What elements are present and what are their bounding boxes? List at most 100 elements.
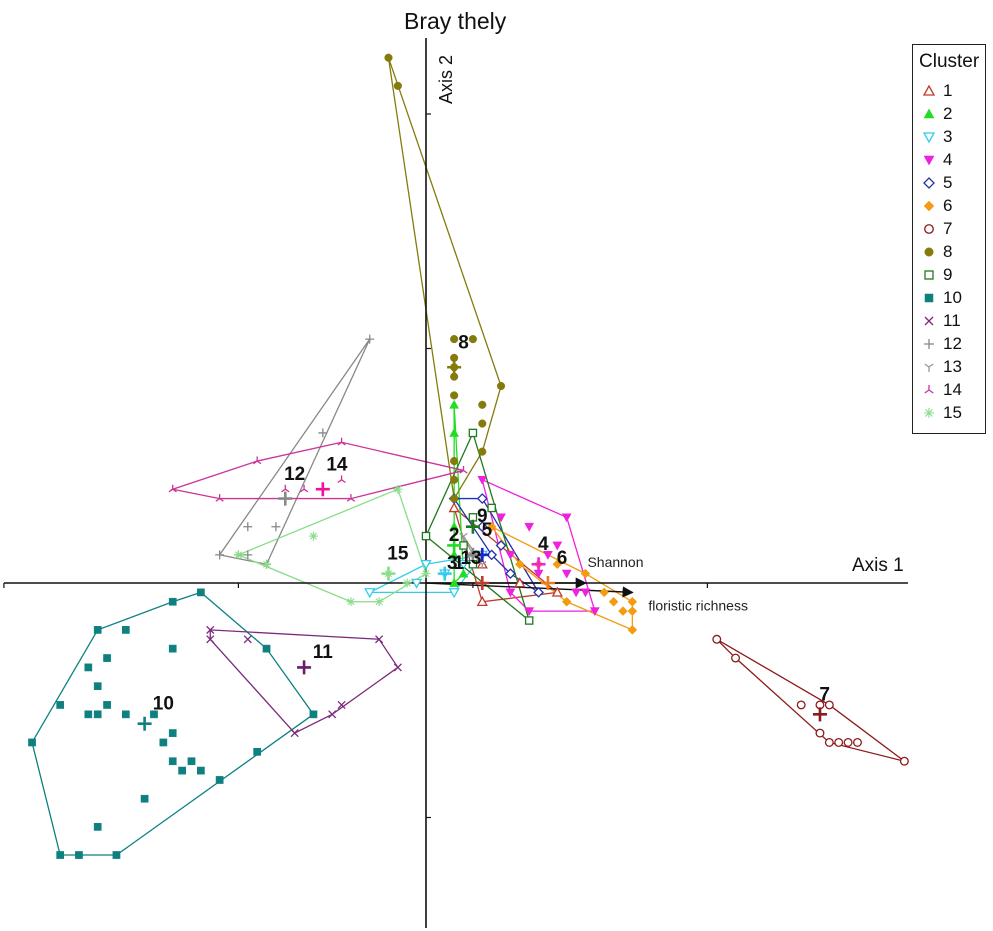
cluster-10-point <box>197 588 205 597</box>
cluster-4-point <box>571 588 582 598</box>
cluster-10-point <box>168 757 177 766</box>
cluster-8-point <box>450 456 459 466</box>
cluster-8-point <box>478 400 487 409</box>
legend-marker <box>924 224 934 234</box>
cluster-10-point <box>112 851 121 859</box>
legend-marker <box>923 200 935 212</box>
cluster-number-label: 4 <box>538 534 549 555</box>
legend-item-10: 10 <box>921 288 985 308</box>
cluster-9-point <box>487 503 496 513</box>
cluster-4-point <box>524 522 535 532</box>
cluster-14-point <box>337 475 346 484</box>
cluster-7-point <box>824 737 834 747</box>
cluster-7-point <box>853 737 862 747</box>
cluster-10-point <box>187 757 196 766</box>
cluster-7-point <box>712 634 722 644</box>
cluster-14-point <box>299 484 309 493</box>
cluster-12-point <box>318 428 328 438</box>
legend-item-3: 3 <box>921 127 985 147</box>
cluster-5-point <box>476 493 488 504</box>
cluster-6-point <box>618 606 628 616</box>
cluster-4-point <box>524 607 535 617</box>
cluster-1-point <box>476 595 488 607</box>
cluster-10-point <box>168 729 177 737</box>
cluster-6-point <box>599 587 610 598</box>
cluster-12-centroid <box>278 491 293 506</box>
cluster-11-point <box>393 663 402 672</box>
cluster-12-point <box>271 522 281 532</box>
cluster-3-point <box>364 588 376 599</box>
legend-item-7: 7 <box>921 219 985 239</box>
cluster-6-point <box>608 596 619 607</box>
cluster-number-label: 7 <box>819 684 830 705</box>
cluster-8-point <box>478 419 487 428</box>
cluster-15-point <box>262 559 272 569</box>
cluster-10-point <box>93 823 102 831</box>
cluster-7-point <box>815 728 825 738</box>
cluster-7-point <box>796 700 806 710</box>
legend-label: 8 <box>943 242 953 261</box>
cluster-7-hull <box>716 638 905 762</box>
cluster-10-point <box>140 794 149 803</box>
cluster-centroids <box>137 360 827 731</box>
cluster-14-point <box>215 494 224 502</box>
legend-marker <box>924 363 934 372</box>
legend-marker-square-open-icon <box>924 270 934 280</box>
legend-marker <box>923 155 935 166</box>
cluster-10-point <box>103 701 111 709</box>
cluster-10-point <box>84 663 93 672</box>
cluster-6-hull <box>491 526 634 631</box>
cluster-14-point <box>337 437 346 446</box>
cluster-2-point <box>449 521 460 531</box>
cluster-15-point <box>308 531 318 541</box>
cluster-10-point <box>197 766 205 775</box>
legend-marker-triangle-down-filled-icon <box>923 155 935 166</box>
cluster-1-point <box>551 586 563 597</box>
legend-marker <box>922 84 936 96</box>
cluster-2-centroid <box>447 538 462 553</box>
cluster-number-label: 6 <box>557 548 568 569</box>
cluster-8-point <box>393 81 402 90</box>
cluster-6-point <box>561 596 572 607</box>
cluster-2-point <box>449 427 460 437</box>
legend-label: 14 <box>943 380 962 399</box>
cluster-15-point <box>402 578 412 588</box>
cluster-4-point <box>477 475 488 485</box>
cluster-14-centroid <box>315 482 330 497</box>
cluster-9-point <box>524 616 534 625</box>
legend-marker <box>924 247 934 257</box>
cluster-10-point <box>93 710 102 719</box>
cluster-9-point <box>468 428 478 438</box>
legend-label: 15 <box>943 403 962 422</box>
legend-item-5: 5 <box>921 173 985 193</box>
cluster-10-point <box>93 682 102 691</box>
cluster-3-centroid <box>437 566 452 581</box>
cluster-8-point <box>450 391 459 400</box>
cluster-9-centroid <box>465 519 480 534</box>
cluster-number-label: 12 <box>284 464 305 485</box>
cluster-5-point <box>476 521 488 533</box>
cluster-number-label: 11 <box>313 642 334 663</box>
cluster-6-point <box>514 559 525 570</box>
cluster-4-point <box>543 551 553 560</box>
cluster-number-label: 9 <box>477 506 488 527</box>
cluster-1-centroid <box>475 576 490 590</box>
legend-item-4: 4 <box>921 150 985 170</box>
cluster-number-label: 8 <box>458 333 469 354</box>
cluster-11-point <box>206 635 215 644</box>
cluster-10-point <box>215 776 224 784</box>
chart-title: Bray thely <box>404 8 507 34</box>
cluster-12-point <box>215 550 225 560</box>
cluster-4-point <box>561 513 572 523</box>
legend-label: 12 <box>943 334 962 353</box>
cluster-10-point <box>168 597 177 606</box>
vector-arrow <box>425 582 634 598</box>
legend-marker <box>924 408 934 418</box>
cluster-10-centroid <box>137 716 152 731</box>
cluster-8-point <box>496 381 506 391</box>
cluster-10-point <box>28 738 36 747</box>
cluster-5-point <box>505 568 516 580</box>
legend-label: 5 <box>943 173 953 192</box>
vector-label: Shannon <box>587 554 643 570</box>
